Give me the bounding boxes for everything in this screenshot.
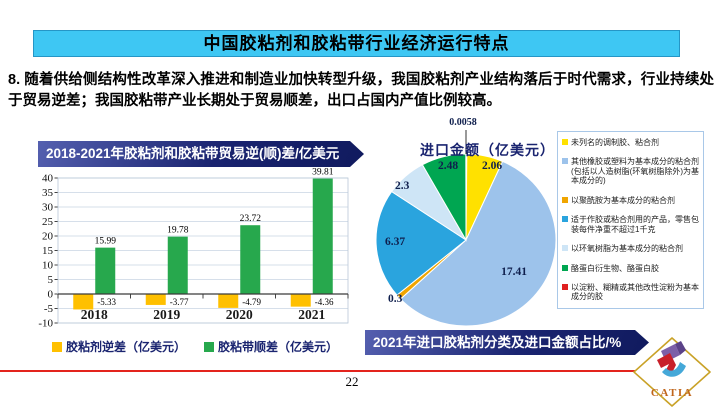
x-category-label: 2020 [226, 307, 253, 322]
page-number: 22 [345, 374, 359, 389]
legend-item-deficit: 胶粘剂逆差（亿美元） [51, 338, 186, 355]
bar-deficit [145, 294, 166, 305]
bar-value-label: -3.77 [170, 297, 189, 307]
y-tick-label: -5 [44, 303, 54, 315]
pie-value-label: 0.3 [388, 293, 403, 305]
catia-logo: CATIA [633, 337, 711, 407]
swatch-icon [562, 216, 568, 223]
pie-slice [375, 190, 467, 296]
logo-emblem-darkpurple [675, 341, 686, 355]
bar-deficit [290, 294, 311, 307]
x-category-label: 2018 [81, 307, 108, 322]
logo-text: CATIA [651, 387, 693, 399]
logo-emblem-blue [662, 362, 686, 377]
pie-legend-item: 以聚酰胺为基本成分的粘合剂 [562, 196, 699, 206]
swatch-icon [562, 283, 568, 290]
pie-legend-item: 以淀粉、糊精或其他改性淀粉为基本成分的胶 [562, 283, 699, 302]
bar-value-label: -4.79 [242, 297, 261, 307]
pie-legend-label: 以聚酰胺为基本成分的粘合剂 [571, 195, 675, 205]
pie-legend-item: 酪蛋白衍生物、酪蛋白胶 [562, 264, 699, 274]
pie-chart-banner: 2021年进口胶粘剂分类及进口金额占比/% [365, 330, 649, 355]
swatch-icon [562, 158, 568, 165]
bar-surplus [240, 225, 261, 294]
swatch-icon [562, 196, 568, 203]
pie-value-label: 2.06 [482, 160, 502, 172]
bar-surplus [95, 247, 116, 294]
pie-legend-label: 适于作胶或粘合剂用的产品，零售包装每件净重不超过1千克 [571, 215, 699, 234]
pie-chart-legend: 未列名的调制胶、粘合剂 其他橡胶或塑料为基本成分的粘合剂(包括以人造树脂(环氧树… [557, 131, 704, 309]
y-tick-label: 40 [42, 173, 54, 185]
pie-value-label: 0.0058 [449, 117, 477, 128]
pie-legend-label: 以淀粉、糊精或其他改性淀粉为基本成分的胶 [571, 282, 699, 302]
slide-title: 中国胶粘剂和胶粘带行业经济运行特点 [33, 30, 680, 57]
bar-value-label: -5.33 [97, 297, 116, 307]
swatch-icon [562, 245, 568, 252]
import-amount-pie-chart: 2.06 17.41 0.3 6.37 2.3 2.48 0.0058 [375, 117, 557, 327]
bar-value-label: 15.99 [95, 237, 117, 247]
legend-label: 胶粘带顺差（亿美元） [218, 340, 339, 354]
pie-legend-item: 其他橡胶或塑料为基本成分的粘合剂(包括以人造树脂(环氧树脂除外)为基本成分的) [562, 157, 699, 186]
bar-surplus [167, 236, 188, 294]
plot-border [57, 177, 349, 324]
pie-slice [399, 160, 557, 327]
pie-value-label: 2.3 [395, 180, 410, 192]
green-swatch-icon [204, 342, 214, 352]
bar-chart-banner: 2018-2021年胶粘剂和胶粘带贸易逆(顺)差/亿美元 [38, 141, 364, 167]
footer-divider-line [0, 370, 698, 372]
bar-chart-legend: 胶粘剂逆差（亿美元） 胶粘带顺差（亿美元） [30, 338, 360, 355]
bar-deficit [218, 294, 239, 308]
y-tick-label: -10 [38, 318, 53, 330]
x-category-label: 2021 [298, 307, 325, 322]
pie-value-label: 17.41 [501, 266, 527, 278]
pie-legend-label: 以环氧树脂为基本成分的粘合剂 [571, 244, 683, 254]
pie-legend-label: 其他橡胶或塑料为基本成分的粘合剂(包括以人造树脂(环氧树脂除外)为基本成分的) [571, 157, 699, 186]
bar-value-label: 19.78 [167, 226, 189, 236]
x-category-label: 2019 [153, 307, 180, 322]
intro-paragraph: 8. 随着供给侧结构性改革深入推进和制造业加快转型升级，我国胶粘剂产业结构落后于… [8, 72, 714, 109]
bar-surplus [312, 178, 333, 294]
bar-value-label: 23.72 [240, 214, 262, 224]
y-tick-label: 35 [42, 187, 54, 199]
y-tick-label: 25 [42, 216, 54, 228]
y-tick-label: 10 [42, 260, 54, 272]
bar-value-label: 39.81 [312, 168, 334, 178]
legend-label: 胶粘剂逆差（亿美元） [65, 340, 186, 354]
pie-legend-label: 未列名的调制胶、粘合剂 [571, 138, 659, 147]
pie-legend-item: 未列名的调制胶、粘合剂 [562, 138, 699, 148]
pie-legend-label: 酪蛋白衍生物、酪蛋白胶 [571, 263, 659, 273]
legend-item-surplus: 胶粘带顺差（亿美元） [204, 338, 338, 355]
yellow-swatch-icon [51, 342, 62, 352]
y-tick-label: 15 [42, 245, 54, 257]
bar-value-label: -4.36 [315, 297, 334, 307]
pie-legend-item: 适于作胶或粘合剂用的产品，零售包装每件净重不超过1千克 [562, 215, 699, 234]
trade-balance-bar-chart: 40 35 30 25 20 15 10 5 0 -5 -10 -5.33 15.99 2018 -3.77… [38, 168, 349, 330]
y-tick-label: 5 [48, 274, 54, 286]
bar-deficit [73, 294, 94, 310]
y-tick-label: 20 [42, 231, 54, 243]
logo-emblem-red [657, 353, 676, 375]
pie-value-label: 2.48 [438, 160, 458, 172]
swatch-icon [562, 139, 568, 145]
y-tick-label: 0 [48, 289, 54, 301]
y-tick-label: 30 [42, 202, 54, 214]
pie-value-label: 6.37 [385, 236, 405, 248]
pie-legend-item: 以环氧树脂为基本成分的粘合剂 [562, 244, 699, 254]
swatch-icon [562, 264, 568, 271]
pie-chart-title: 进口金额（亿美元） [420, 142, 555, 158]
